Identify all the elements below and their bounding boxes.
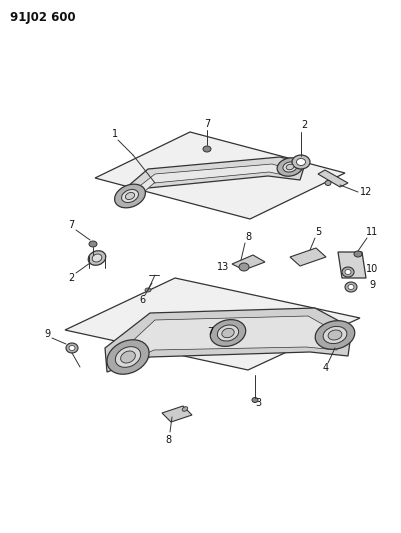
Polygon shape	[232, 255, 265, 270]
Ellipse shape	[115, 184, 146, 208]
Text: 7: 7	[68, 220, 74, 230]
Ellipse shape	[345, 270, 351, 274]
Text: 2: 2	[301, 120, 307, 130]
Ellipse shape	[283, 162, 297, 172]
Ellipse shape	[292, 155, 310, 169]
Text: 4: 4	[323, 363, 329, 373]
Text: 91J02 600: 91J02 600	[10, 12, 76, 25]
Ellipse shape	[345, 282, 357, 292]
Text: 9: 9	[369, 280, 375, 290]
Ellipse shape	[88, 251, 106, 265]
Ellipse shape	[328, 330, 342, 340]
Ellipse shape	[203, 146, 211, 152]
Text: 11: 11	[366, 227, 378, 237]
Ellipse shape	[348, 285, 354, 289]
Text: 7: 7	[207, 327, 213, 337]
Text: 6: 6	[139, 295, 145, 305]
Ellipse shape	[89, 241, 97, 247]
Ellipse shape	[182, 407, 188, 411]
Polygon shape	[120, 157, 305, 207]
Ellipse shape	[252, 398, 258, 402]
Text: 10: 10	[366, 264, 378, 274]
Ellipse shape	[66, 343, 78, 353]
Text: 8: 8	[165, 435, 171, 445]
Ellipse shape	[107, 340, 149, 374]
Polygon shape	[318, 170, 348, 187]
Text: 5: 5	[315, 227, 321, 237]
Ellipse shape	[122, 190, 138, 203]
Polygon shape	[65, 278, 360, 370]
Ellipse shape	[315, 321, 355, 349]
Polygon shape	[105, 308, 352, 372]
Polygon shape	[162, 406, 192, 422]
Ellipse shape	[217, 325, 239, 341]
Ellipse shape	[210, 320, 246, 346]
Polygon shape	[133, 164, 292, 202]
Text: 13: 13	[217, 262, 229, 272]
Polygon shape	[338, 252, 366, 278]
Text: 2: 2	[68, 273, 74, 283]
Ellipse shape	[222, 328, 234, 338]
Ellipse shape	[126, 192, 135, 199]
Ellipse shape	[145, 288, 151, 292]
Text: 7: 7	[204, 119, 210, 129]
Ellipse shape	[354, 251, 362, 257]
Text: 9: 9	[44, 329, 50, 339]
Text: 3: 3	[255, 398, 261, 408]
Ellipse shape	[296, 158, 306, 166]
Text: 1: 1	[112, 129, 118, 139]
Ellipse shape	[323, 326, 347, 344]
Ellipse shape	[69, 345, 75, 351]
Polygon shape	[95, 132, 345, 219]
Ellipse shape	[286, 164, 294, 170]
Text: 12: 12	[360, 187, 372, 197]
Ellipse shape	[121, 351, 136, 363]
Polygon shape	[290, 248, 326, 266]
Ellipse shape	[92, 254, 102, 262]
Ellipse shape	[325, 181, 331, 185]
Ellipse shape	[342, 267, 354, 277]
Ellipse shape	[239, 263, 249, 271]
Polygon shape	[122, 316, 340, 365]
Ellipse shape	[277, 158, 303, 176]
Ellipse shape	[115, 346, 141, 367]
Text: 8: 8	[245, 232, 251, 242]
